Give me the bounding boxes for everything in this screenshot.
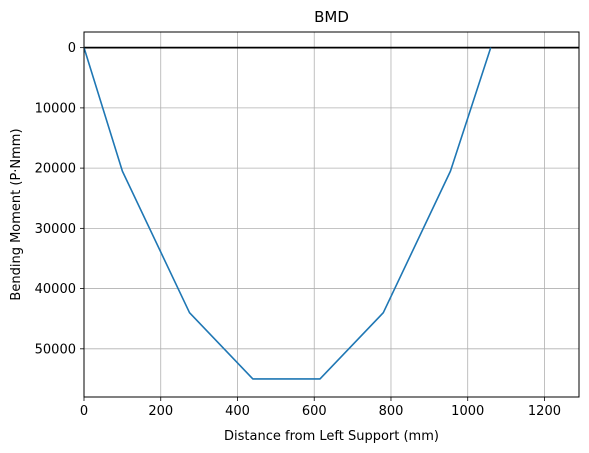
- x-tick-label: 400: [225, 404, 250, 419]
- x-axis-ticks: 0 200 400 600 800 1000 1200: [80, 397, 561, 419]
- x-axis-label: Distance from Left Support (mm): [224, 429, 439, 444]
- x-tick-label: 1200: [528, 404, 561, 419]
- x-tick-label: 200: [148, 404, 173, 419]
- series-group: [83, 47, 492, 380]
- series-line: [83, 47, 492, 380]
- y-tick-label: 50000: [35, 342, 76, 357]
- x-tick-label: 1000: [451, 404, 484, 419]
- x-tick-label: 800: [379, 404, 404, 419]
- y-tick-label: 0: [68, 41, 76, 56]
- chart-title: BMD: [314, 8, 349, 26]
- y-axis-ticks: 0 10000 20000 30000 40000 50000: [35, 41, 84, 357]
- grid: [83, 32, 579, 397]
- x-tick-label: 0: [80, 404, 88, 419]
- y-tick-label: 40000: [35, 282, 76, 297]
- plot-frame: [83, 31, 580, 398]
- y-tick-label: 10000: [35, 101, 76, 116]
- y-tick-label: 30000: [35, 222, 76, 237]
- y-axis-label: Bending Moment (P·Nmm): [9, 128, 24, 300]
- y-tick-label: 20000: [35, 162, 76, 177]
- x-tick-label: 600: [302, 404, 327, 419]
